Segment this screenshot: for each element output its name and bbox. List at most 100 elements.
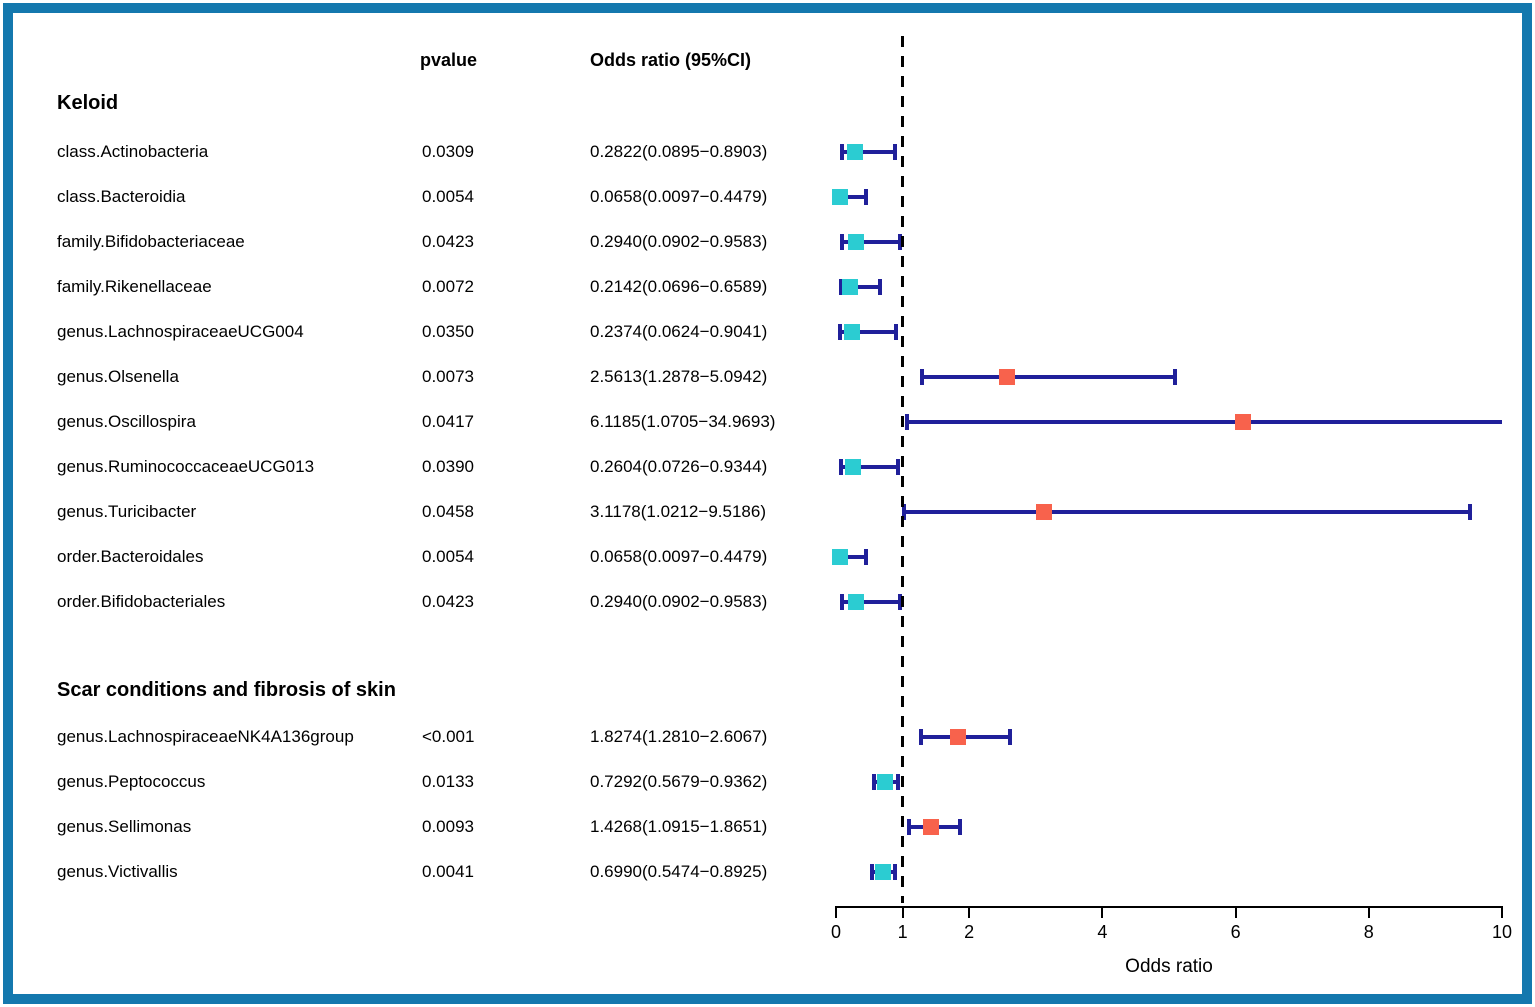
or-marker <box>832 549 849 565</box>
row-or-ci: 3.1178(1.0212−9.5186) <box>590 502 766 521</box>
row-pvalue: 0.0309 <box>422 142 474 161</box>
ci-bar <box>836 195 866 199</box>
row-pvalue: 0.0458 <box>422 502 474 521</box>
row-pvalue: 0.0054 <box>422 187 474 206</box>
ci-cap-right <box>893 864 898 880</box>
ci-cap-right <box>896 459 901 475</box>
row-pvalue: 0.0423 <box>422 592 474 611</box>
ci-cap-left <box>919 369 924 385</box>
section-title: Keloid <box>57 92 119 114</box>
row-or-ci: 0.7292(0.5679−0.9362) <box>590 772 768 791</box>
ci-bar <box>840 330 897 334</box>
row-or-ci: 0.2604(0.0726−0.9344) <box>590 457 768 476</box>
row-label: genus.LachnospiraceaeNK4A136group <box>57 727 354 746</box>
x-axis-tick <box>968 906 971 918</box>
ci-cap-right <box>958 819 963 835</box>
ci-bar <box>907 420 1502 424</box>
row-pvalue: 0.0423 <box>422 232 474 251</box>
or-marker <box>845 459 862 475</box>
x-axis-line <box>835 906 1503 908</box>
row-or-ci: 0.6990(0.5474−0.8925) <box>590 862 768 881</box>
ci-cap-left <box>919 729 924 745</box>
row-label: class.Bacteroidia <box>57 187 186 206</box>
ci-cap-right <box>897 234 902 250</box>
ci-bar <box>841 150 896 154</box>
ci-cap-right <box>896 774 901 790</box>
ci-cap-left <box>838 459 843 475</box>
ci-bar <box>840 285 880 289</box>
ci-bar <box>904 510 1470 514</box>
row-label: genus.Peptococcus <box>57 772 206 791</box>
x-axis-tick-label: 4 <box>1097 922 1108 942</box>
x-axis-tick <box>1234 906 1237 918</box>
row-or-ci: 0.0658(0.0097−0.4479) <box>590 187 768 206</box>
ci-cap-left <box>840 594 844 610</box>
or-marker <box>876 774 893 790</box>
row-or-ci: 0.0658(0.0097−0.4479) <box>590 547 768 566</box>
ci-cap-left <box>870 864 875 880</box>
ci-cap-left <box>906 819 911 835</box>
row-pvalue: <0.001 <box>422 727 475 746</box>
row-or-ci: 1.8274(1.2810−2.6067) <box>590 727 768 746</box>
or-marker <box>847 594 864 610</box>
x-axis-tick <box>901 906 904 918</box>
row-or-ci: 2.5613(1.2878−5.0942) <box>590 367 768 386</box>
x-axis-tick <box>1101 906 1104 918</box>
ci-bar <box>842 240 900 244</box>
ci-cap-right <box>863 549 868 565</box>
or-marker <box>998 369 1015 385</box>
row-or-ci: 0.2822(0.0895−0.8903) <box>590 142 768 161</box>
plot-border-frame <box>3 3 1532 1004</box>
or-marker <box>847 234 864 250</box>
row-or-ci: 0.2142(0.0696−0.6589) <box>590 277 768 296</box>
row-label: order.Bacteroidales <box>57 547 204 566</box>
ci-cap-left <box>838 324 843 340</box>
x-axis-tick-label: 10 <box>1491 922 1513 942</box>
ci-cap-right <box>1007 729 1012 745</box>
ci-bar <box>836 555 866 559</box>
or-marker <box>1235 414 1252 430</box>
pvalue-column-header: pvalue <box>420 50 478 70</box>
row-or-ci: 6.1185(1.0705−34.9693) <box>590 412 776 431</box>
row-label: genus.Oscillospira <box>57 412 196 431</box>
ci-cap-right <box>897 594 902 610</box>
ci-cap-left <box>840 234 844 250</box>
section-title: Scar conditions and fibrosis of skin <box>57 679 396 701</box>
x-axis-tick <box>1501 906 1503 918</box>
or-marker <box>949 729 966 745</box>
ci-cap-left <box>905 414 910 430</box>
row-pvalue: 0.0041 <box>422 862 474 881</box>
ci-cap-right <box>877 279 882 295</box>
x-axis-tick-label: 0 <box>830 922 841 942</box>
ci-cap-left <box>871 774 876 790</box>
ci-cap-right <box>893 144 898 160</box>
or-marker <box>843 324 860 340</box>
or-marker <box>923 819 940 835</box>
row-pvalue: 0.0350 <box>422 322 474 341</box>
ci-cap-right <box>894 324 899 340</box>
row-label: genus.LachnospiraceaeUCG004 <box>57 322 304 341</box>
or-marker <box>1035 504 1052 520</box>
row-label: family.Rikenellaceae <box>57 277 212 296</box>
x-axis-title: Odds ratio <box>1125 956 1213 977</box>
reference-line <box>901 36 905 903</box>
odds-ratio-column-header: Odds ratio (95%CI) <box>590 50 752 70</box>
ci-bar <box>840 465 899 469</box>
row-pvalue: 0.0417 <box>422 412 474 431</box>
row-label: genus.Turicibacter <box>57 502 197 521</box>
row-label: genus.Olsenella <box>57 367 179 386</box>
ci-cap-right <box>1173 369 1178 385</box>
x-axis-tick-label: 1 <box>897 922 908 942</box>
row-label: order.Bifidobacteriales <box>57 592 226 611</box>
row-or-ci: 0.2940(0.0902−0.9583) <box>590 592 768 611</box>
row-pvalue: 0.0054 <box>422 547 474 566</box>
or-marker <box>874 864 891 880</box>
row-or-ci: 0.2940(0.0902−0.9583) <box>590 232 768 251</box>
row-pvalue: 0.0073 <box>422 367 474 386</box>
row-label: genus.Sellimonas <box>57 817 192 836</box>
ci-cap-left <box>839 144 844 160</box>
row-label: family.Bifidobacteriaceae <box>57 232 245 251</box>
row-pvalue: 0.0093 <box>422 817 474 836</box>
row-pvalue: 0.0133 <box>422 772 474 791</box>
